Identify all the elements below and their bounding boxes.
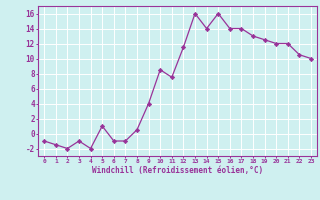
X-axis label: Windchill (Refroidissement éolien,°C): Windchill (Refroidissement éolien,°C) <box>92 166 263 175</box>
